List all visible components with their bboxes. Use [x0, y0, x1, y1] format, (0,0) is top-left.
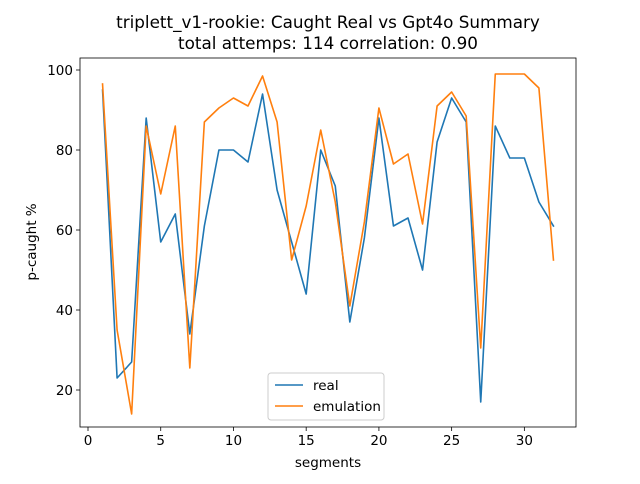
legend-label-real: real: [313, 378, 339, 394]
y-tick-label: 100: [47, 63, 73, 79]
x-tick-label: 20: [370, 433, 387, 449]
plot-area-frame: [79, 57, 577, 428]
series-line-emulation: [101, 73, 555, 415]
x-tick-label: 0: [84, 433, 93, 449]
series-lines: [101, 73, 555, 415]
x-tick-label: 25: [443, 433, 460, 449]
x-tick-label: 15: [298, 433, 315, 449]
x-tick-label: 30: [516, 433, 533, 449]
y-tick-label: 60: [56, 223, 73, 239]
legend: real emulation: [267, 372, 385, 421]
x-axis-label: segments: [295, 455, 361, 471]
x-tick-label: 10: [225, 433, 242, 449]
y-tick-label: 80: [56, 143, 73, 159]
y-tick-label: 20: [56, 383, 73, 399]
x-tick-label: 5: [156, 433, 165, 449]
chart-title: triplett_v1-rookie: Caught Real vs Gpt4o…: [116, 12, 540, 33]
axis-ticks: 0 5 10 15 20 25 30 20 40 60 80 100: [47, 63, 533, 449]
y-axis-label: p-caught %: [24, 203, 40, 280]
legend-label-emulation: emulation: [313, 399, 381, 415]
y-tick-label: 40: [56, 303, 73, 319]
chart-subtitle: total attemps: 114 correlation: 0.90: [178, 33, 478, 53]
